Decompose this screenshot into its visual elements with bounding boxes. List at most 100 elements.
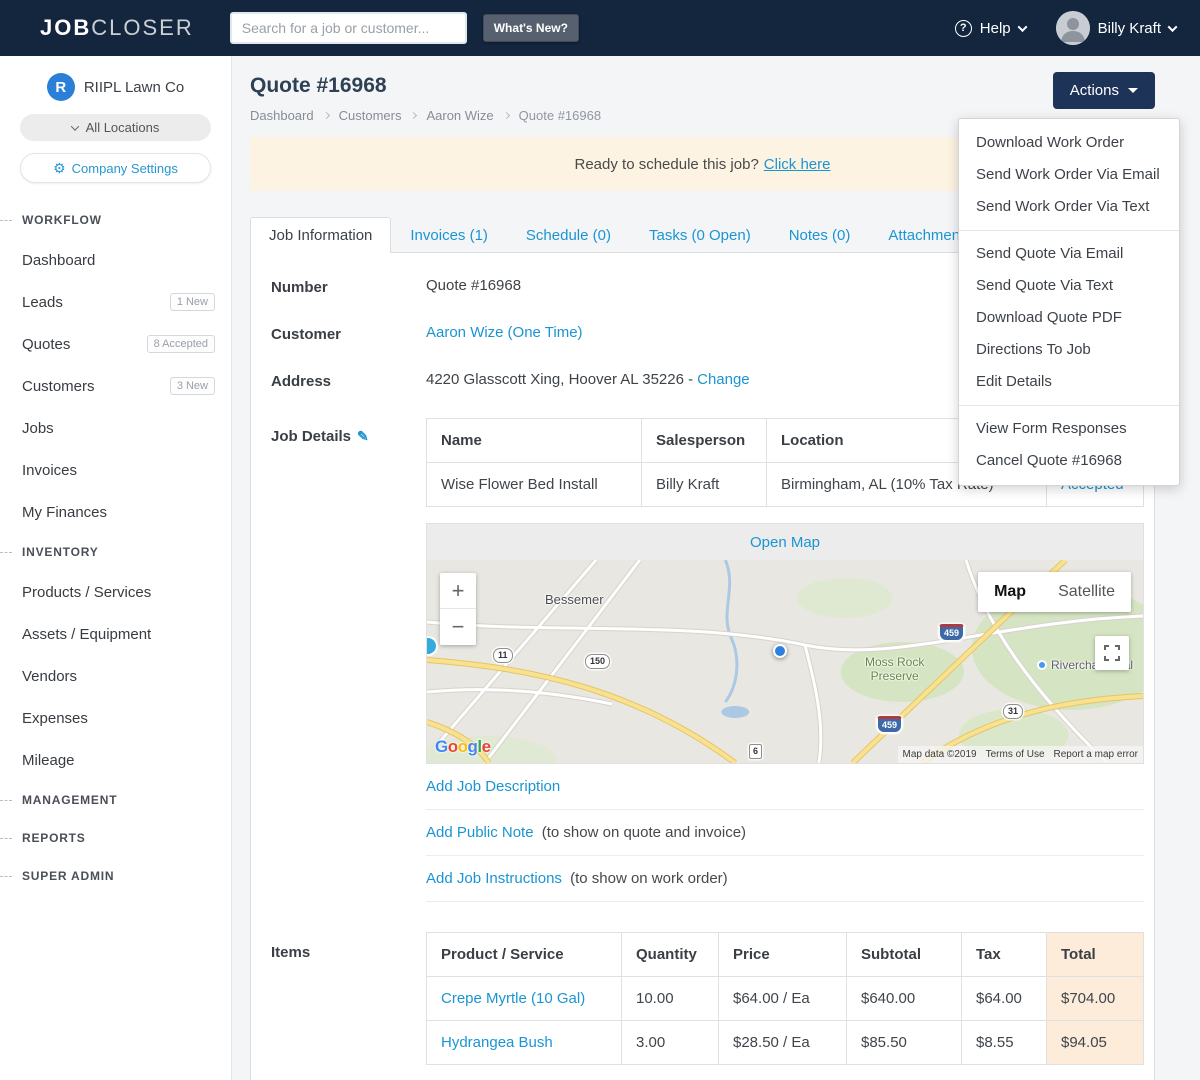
quotes-badge: 8 Accepted [146,335,215,353]
breadcrumb-customers[interactable]: Customers [338,108,402,123]
job-col-salesperson: Salesperson [641,418,767,463]
menu-item-send-work-order-text[interactable]: Send Work Order Via Text [976,198,1150,215]
caret-down-icon [1128,88,1138,93]
sidebar-item-quotes[interactable]: Quotes 8 Accepted [0,323,231,365]
sidebar-item-invoices[interactable]: Invoices [22,461,78,479]
whats-new-button[interactable]: What's New? [482,14,579,42]
menu-item-directions-to-job[interactable]: Directions To Job [976,341,1091,358]
sidebar-item-customers[interactable]: Customers 3 New [0,365,231,407]
map-zoom-in-button[interactable]: + [440,573,476,609]
breadcrumb: Dashboard Customers Aaron Wize Quote #16… [250,108,601,123]
section-header-management[interactable]: Management [0,781,231,819]
leads-badge: 1 New [169,293,215,311]
number-value: Quote #16968 [426,277,522,294]
menu-item-view-form-responses[interactable]: View Form Responses [976,420,1127,437]
add-job-description-row: Add Job Description [426,764,1144,810]
tab-tasks[interactable]: Tasks (0 Open) [648,227,751,244]
breadcrumb-dashboard[interactable]: Dashboard [250,108,314,123]
sidebar: R RIIPL Lawn Co All Locations ⚙ Company … [0,56,232,1080]
section-header-inventory: Inventory [0,533,231,571]
terms-of-use-link[interactable]: Terms of Use [985,749,1045,760]
menu-item-send-quote-text[interactable]: Send Quote Via Text [976,277,1114,294]
report-map-error-link[interactable]: Report a map error [1053,749,1138,760]
section-header-super-admin[interactable]: Super Admin [0,857,231,895]
items-col-tax: Tax [961,932,1047,977]
menu-item-cancel-quote[interactable]: Cancel Quote #16968 [976,452,1122,469]
item-subtotal-cell: $85.50 [846,1020,962,1065]
item-product-link[interactable]: Hydrangea Bush [441,1034,553,1051]
global-search-input[interactable] [229,12,467,44]
sidebar-item-assets-equipment[interactable]: Assets / Equipment [22,625,152,643]
menu-item-download-work-order[interactable]: Download Work Order [976,134,1125,151]
section-header-reports[interactable]: Reports [0,819,231,857]
chevron-right-icon [410,111,418,120]
address-change-link[interactable]: Change [697,371,750,388]
add-job-instructions-row: Add Job Instructions (to show on work or… [426,856,1144,902]
alert-text: Ready to schedule this job? [574,155,759,173]
sidebar-item-mileage[interactable]: Mileage [22,751,75,769]
tab-job-information[interactable]: Job Information [250,217,392,253]
map-poi-icon [1037,660,1047,670]
sidebar-item-expenses[interactable]: Expenses [22,709,88,727]
open-map-link[interactable]: Open Map [749,533,821,551]
map-zoom-out-button[interactable]: − [440,609,476,645]
sidebar-item-jobs[interactable]: Jobs [22,419,54,437]
items-col-product: Product / Service [426,932,622,977]
help-menu[interactable]: ? Help [954,19,1028,37]
menu-divider [959,230,1179,231]
add-job-description-link[interactable]: Add Job Description [426,778,561,795]
company-name: RIIPL Lawn Co [83,78,185,96]
tab-schedule[interactable]: Schedule (0) [525,227,611,244]
menu-item-download-quote-pdf[interactable]: Download Quote PDF [976,309,1122,326]
customer-type-link[interactable]: (One Time) [507,324,583,341]
breadcrumb-current: Quote #16968 [518,108,602,123]
customer-link[interactable]: Aaron Wize [426,324,504,341]
all-locations-label: All Locations [85,120,160,135]
avatar-silhouette-icon [1055,11,1090,45]
map-fullscreen-button[interactable] [1095,636,1129,670]
menu-divider [959,405,1179,406]
map-container: Open Map [426,523,1144,764]
breadcrumb-customer-name[interactable]: Aaron Wize [426,108,494,123]
user-menu[interactable]: Billy Kraft [1055,11,1178,45]
items-col-price: Price [718,932,847,977]
menu-item-edit-details[interactable]: Edit Details [976,373,1052,390]
google-logo[interactable]: Google [435,737,491,756]
job-salesperson-cell: Billy Kraft [641,462,767,507]
item-product-link[interactable]: Crepe Myrtle (10 Gal) [441,990,586,1007]
company-settings-button[interactable]: ⚙ Company Settings [20,153,211,183]
items-label: Items [271,944,311,961]
items-col-total: Total [1046,932,1144,977]
map-attribution: Map data ©2019 Terms of Use Report a map… [897,746,1143,763]
sidebar-item-leads[interactable]: Leads 1 New [0,281,231,323]
company-switcher[interactable]: R RIIPL Lawn Co [12,72,219,102]
help-label: Help [979,19,1011,37]
satellite-view-button[interactable]: Satellite [1042,572,1131,612]
map-canvas[interactable]: Bessemer Moss Rock Preserve Riverchase Ga… [427,560,1143,763]
menu-item-send-quote-email[interactable]: Send Quote Via Email [976,245,1124,262]
map-location-marker[interactable] [773,644,787,658]
fullscreen-icon [1104,645,1120,661]
all-locations-dropdown[interactable]: All Locations [20,114,211,141]
add-job-instructions-link[interactable]: Add Job Instructions [426,870,562,887]
page-title: Quote #16968 [250,74,387,97]
instructions-hint: (to show on work order) [570,870,728,887]
add-public-note-link[interactable]: Add Public Note [426,824,534,841]
tab-notes[interactable]: Notes (0) [788,227,851,244]
item-total-cell: $94.05 [1046,1020,1144,1065]
edit-pencil-icon[interactable]: ✎ [357,428,369,444]
menu-item-send-work-order-email[interactable]: Send Work Order Via Email [976,166,1160,183]
map-view-button[interactable]: Map [978,572,1043,612]
app-logo[interactable]: JOBCLOSER [40,15,194,41]
item-price-cell: $64.00 / Ea [718,976,847,1021]
route-shield-31: 31 [1003,704,1024,719]
sidebar-item-vendors[interactable]: Vendors [22,667,78,685]
actions-button[interactable]: Actions [1052,72,1155,109]
sidebar-item-dashboard[interactable]: Dashboard [22,251,96,269]
sidebar-item-my-finances[interactable]: My Finances [22,503,108,521]
tab-invoices[interactable]: Invoices (1) [410,227,488,244]
map-type-controls: Map Satellite [978,572,1131,612]
sidebar-item-products-services[interactable]: Products / Services [22,583,152,601]
schedule-click-here-link[interactable]: Click here [763,155,831,173]
gear-icon: ⚙ [53,160,66,176]
